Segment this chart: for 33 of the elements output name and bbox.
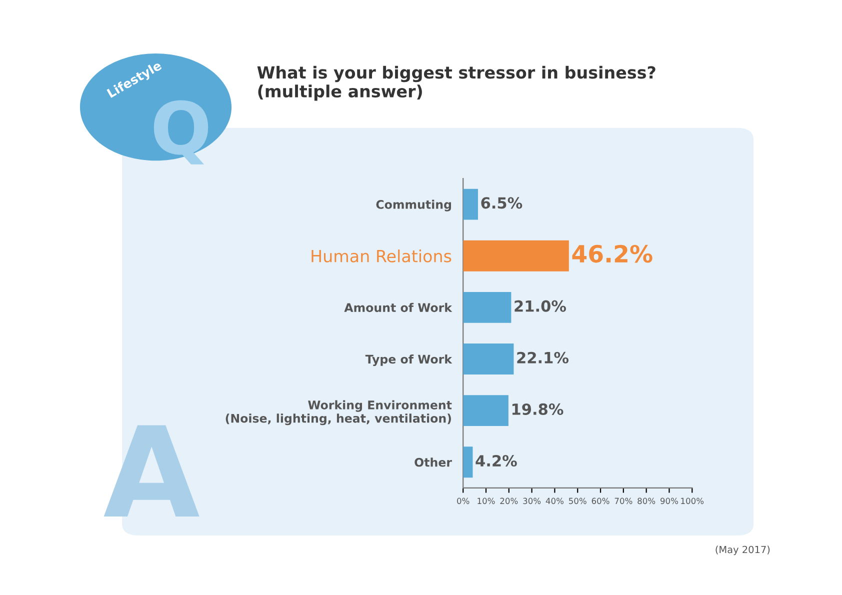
x-tick-label: 40% (546, 498, 564, 504)
bar (463, 344, 514, 374)
bar (463, 395, 508, 426)
x-tick-label: 20% (500, 498, 518, 504)
x-tick-label: 90% (660, 498, 678, 504)
y-tick-label: Commuting (376, 200, 451, 212)
x-tick-label: 100% (681, 498, 704, 504)
x-tick-label: 0% (457, 498, 470, 504)
text: (May 2017) (716, 546, 770, 556)
x-tick-label: 80% (638, 498, 656, 504)
bar (463, 446, 473, 478)
y-tick-label: Type of Work (365, 354, 452, 366)
text: A (104, 425, 200, 516)
y-tick-label: Human Relations (312, 250, 452, 262)
data-label: 19.8% (512, 403, 564, 415)
bar (463, 188, 478, 220)
y-tick-label: Other (414, 458, 452, 467)
data-label: 21.0% (514, 300, 566, 312)
y-tick-label: Working Environment (Noise, lighting, heat, ventilation) (226, 400, 452, 426)
data-label: 22.1% (517, 352, 569, 364)
y-tick-label: Amount of Work (344, 302, 452, 312)
text: Q (154, 100, 208, 164)
chart-title: What is your biggest stressor in business? (multiple answer) (257, 66, 656, 101)
x-tick-label: 70% (614, 498, 632, 504)
bar (463, 292, 512, 323)
x-tick-label: 60% (592, 498, 610, 504)
x-tick-label: 10% (478, 498, 495, 504)
data-label: 4.2% (476, 454, 517, 467)
x-tick-label: 30% (523, 498, 541, 504)
data-label: 6.5% (481, 197, 522, 209)
bar (463, 240, 569, 272)
data-label: 46.2% (572, 244, 652, 263)
x-tick-label: 50% (568, 498, 586, 504)
